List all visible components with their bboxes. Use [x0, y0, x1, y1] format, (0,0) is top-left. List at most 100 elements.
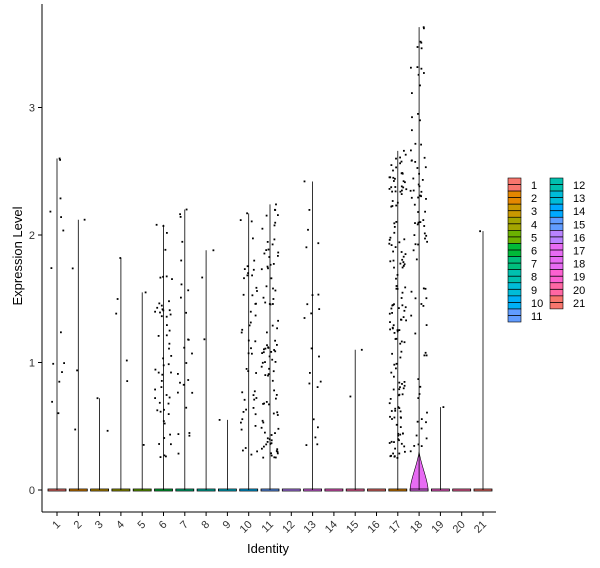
- point-17: [392, 259, 395, 262]
- point-17: [403, 263, 406, 266]
- point-17: [395, 166, 397, 169]
- point-11: [272, 298, 275, 300]
- point-17: [389, 328, 391, 331]
- point-18: [412, 249, 415, 252]
- point-17: [392, 169, 394, 172]
- y-tick-label: 3: [29, 103, 35, 115]
- point-6: [168, 300, 170, 303]
- point-11: [270, 351, 273, 353]
- point-6: [168, 342, 171, 345]
- point-1: [58, 157, 61, 160]
- point-11: [274, 350, 277, 353]
- point-11: [272, 412, 275, 415]
- point-17: [390, 410, 393, 412]
- legend-label-14: 14: [573, 206, 585, 218]
- point-6: [163, 454, 166, 457]
- point-17: [388, 242, 391, 245]
- point-18: [411, 129, 413, 132]
- point-7: [185, 362, 188, 364]
- x-tick-label: 1: [50, 519, 63, 532]
- point-18: [416, 46, 419, 48]
- point-17: [394, 246, 397, 248]
- point-10: [247, 370, 250, 372]
- x-tick-label: 11: [260, 519, 277, 536]
- point-11: [272, 303, 274, 305]
- violin-base-20: [452, 488, 472, 492]
- point-18: [424, 210, 426, 213]
- point-18: [418, 185, 421, 188]
- point-13: [318, 308, 321, 310]
- point-18: [419, 119, 421, 122]
- point-10: [244, 447, 247, 449]
- legend-label-11: 11: [531, 311, 542, 323]
- point-11: [266, 241, 269, 243]
- point-6: [154, 368, 157, 371]
- point-10: [253, 398, 256, 401]
- point-11: [270, 454, 273, 457]
- x-tick-label: 18: [408, 519, 425, 536]
- point-11: [268, 403, 270, 406]
- point-17: [400, 160, 403, 163]
- point-7: [188, 434, 191, 437]
- point-18: [417, 73, 420, 76]
- point-17: [398, 381, 401, 384]
- point-11: [269, 263, 272, 266]
- point-7: [180, 259, 183, 262]
- point-17: [403, 384, 406, 387]
- point-17: [396, 329, 399, 331]
- point-5: [142, 444, 145, 446]
- legend-label-2: 2: [531, 193, 537, 205]
- point-11: [274, 208, 276, 211]
- point-11: [277, 427, 280, 430]
- point-10: [256, 450, 258, 453]
- point-7: [179, 216, 182, 218]
- point-11: [275, 394, 278, 396]
- point-6: [157, 335, 160, 337]
- point-18: [410, 149, 412, 152]
- point-10: [254, 314, 257, 317]
- point-6: [168, 396, 171, 399]
- point-18: [417, 196, 419, 199]
- point-17: [392, 250, 394, 253]
- point-7: [177, 373, 179, 375]
- point-6: [163, 422, 166, 425]
- point-11: [261, 352, 263, 354]
- point-18: [419, 84, 421, 87]
- point-18: [416, 223, 419, 226]
- point-11: [274, 456, 277, 459]
- point-10: [242, 411, 245, 413]
- point-17: [395, 367, 397, 370]
- point-11: [268, 438, 271, 441]
- point-18: [425, 297, 428, 300]
- point-7: [177, 433, 180, 435]
- x-tick-label: 15: [344, 519, 361, 536]
- point-18: [417, 243, 419, 246]
- point-17: [399, 386, 401, 389]
- point-11: [274, 221, 277, 224]
- point-11: [265, 214, 268, 217]
- legend-label-8: 8: [531, 272, 537, 284]
- point-10: [243, 398, 246, 401]
- point-11: [269, 303, 272, 306]
- point-11: [277, 319, 279, 322]
- point-2: [83, 218, 86, 221]
- point-17: [402, 261, 405, 263]
- point-13: [312, 418, 315, 421]
- point-1: [59, 197, 62, 200]
- point-11: [264, 347, 267, 350]
- legend-label-16: 16: [573, 232, 585, 244]
- point-18: [423, 156, 426, 159]
- point-18: [417, 221, 420, 224]
- point-4: [115, 312, 118, 315]
- violin-base-12: [281, 488, 301, 492]
- point-11: [264, 431, 266, 434]
- legend-label-20: 20: [573, 285, 585, 297]
- point-6: [159, 276, 162, 279]
- point-7: [187, 289, 190, 292]
- point-10: [245, 408, 247, 411]
- point-7: [177, 452, 180, 455]
- point-11: [261, 361, 264, 364]
- point-17: [393, 441, 395, 443]
- point-18: [420, 445, 423, 447]
- point-10: [250, 453, 253, 456]
